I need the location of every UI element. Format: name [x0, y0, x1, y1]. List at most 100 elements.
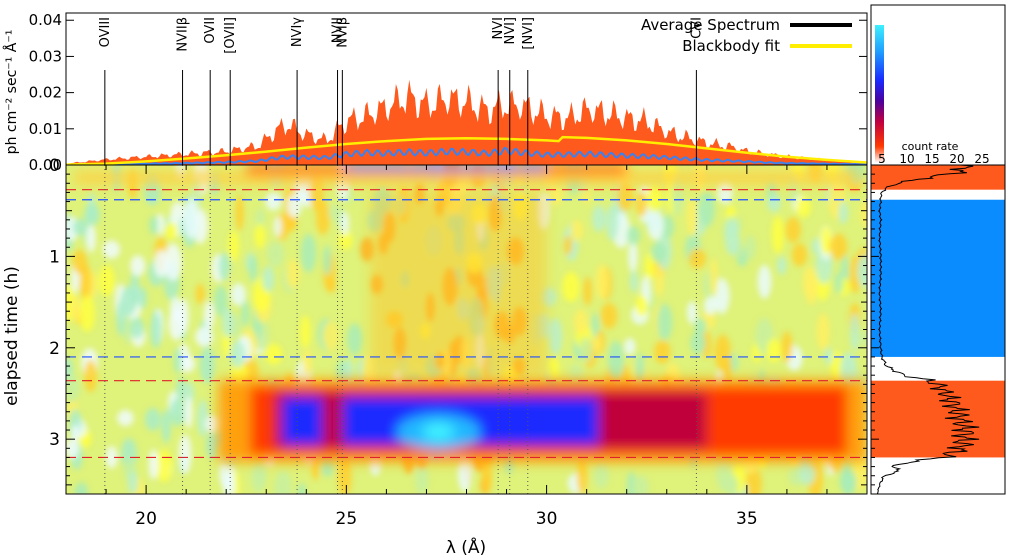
heat-texture-blob — [86, 224, 96, 253]
line-label-3: [OVII] — [223, 17, 238, 54]
heat-texture-blob — [714, 278, 730, 314]
heat-texture-blob — [593, 461, 609, 489]
heat-texture-blob — [579, 336, 593, 363]
spectrum-y-ticks: 0.00 0.01 0.02 0.03 0.04 — [29, 11, 867, 174]
heat-texture-blob — [686, 198, 698, 237]
heat-texture-blob — [628, 239, 638, 273]
heat-texture-blob — [178, 434, 192, 474]
heat-texture-blob — [169, 398, 187, 427]
line-label-6: NVIβ — [335, 17, 350, 48]
x-axis-label: λ (Å) — [446, 536, 486, 558]
heatmap-y-label: elapsed time (h) — [2, 266, 22, 406]
line-label-1: NVIIβ — [176, 17, 191, 52]
heat-texture-blob — [302, 348, 312, 376]
heat-texture-blob — [221, 307, 234, 338]
heat-texture-blob — [838, 201, 849, 224]
heat-texture-blob — [255, 464, 267, 486]
colorbar-tick-4: 25 — [974, 152, 989, 166]
heat-texture-blob — [830, 350, 842, 381]
colorbar — [875, 25, 884, 163]
heat-texture-blob — [799, 462, 816, 486]
x-tick-label-0: 20 — [135, 509, 157, 529]
time-markers — [66, 189, 867, 459]
heat-texture-blob — [724, 219, 740, 256]
x-tick-label-1: 25 — [336, 509, 358, 529]
heat-texture-blob — [130, 317, 144, 339]
heat-texture-blob — [150, 313, 162, 349]
heat-texture-blob — [646, 185, 663, 212]
heat-texture-blob — [694, 317, 707, 335]
colorbar-tick-1: 10 — [899, 152, 914, 166]
heat-texture-blob — [781, 331, 793, 363]
line-label-7: NVI — [491, 17, 506, 39]
heat-texture-blob — [105, 446, 118, 469]
heat-texture-blob — [297, 482, 306, 494]
spectrum-y-label: ph cm⁻² sec⁻¹ Å⁻¹ — [3, 30, 20, 155]
heat-texture-blob — [322, 321, 339, 351]
heat-texture-blob — [130, 255, 146, 277]
heat-texture-blob — [218, 252, 231, 282]
heatmap-line-guides — [104, 165, 697, 494]
line-label-4: NVIγ — [290, 17, 305, 47]
heat-texture-blob — [634, 353, 645, 384]
heat-texture-blob — [690, 331, 706, 355]
heat-texture-blob — [717, 181, 733, 204]
heat-texture-blob — [286, 194, 302, 218]
spec-ytick-label-0: 0.00 — [29, 156, 62, 174]
heat-texture-blob — [84, 359, 98, 393]
lightcurve-ticks — [871, 164, 879, 495]
heat-texture-blob — [816, 313, 830, 350]
heat-texture-blob — [71, 425, 80, 442]
heat-texture-blob — [72, 218, 88, 236]
heat-texture-blob — [548, 318, 563, 355]
heat-texture-blob — [842, 461, 853, 494]
line-label-2: OVII — [203, 17, 218, 44]
line-label-0: OVIII — [98, 17, 113, 47]
heat-texture-blob — [570, 220, 583, 242]
blackbody-fit-line — [66, 135, 867, 165]
heat-texture-blob — [608, 340, 624, 381]
heat-texture-blob — [834, 272, 843, 294]
heat-texture-blob — [66, 438, 79, 459]
heat-texture-blob — [120, 286, 137, 316]
line-label-9: [NVI] — [521, 17, 536, 50]
heat-texture-blob — [213, 285, 228, 316]
heat-texture-blob — [853, 455, 867, 491]
heat-texture-blob — [820, 226, 832, 256]
heat-texture-blob — [745, 466, 762, 494]
heat-texture-blob — [340, 211, 350, 236]
heat-texture-blob — [230, 340, 246, 369]
low-state-spectrum-line — [66, 146, 867, 165]
heat-texture-blob — [595, 264, 609, 300]
heat-texture-blob — [795, 196, 812, 218]
heatmap-panel: 20 25 30 35 0 1 2 3 λ (Å) elapsed time (h) — [2, 156, 868, 558]
spec-ytick-label-1: 0.01 — [29, 120, 62, 138]
lightcurve-bands — [871, 165, 1005, 458]
heat-texture-blob — [671, 176, 683, 216]
line-label-5: NVII — [331, 17, 346, 43]
heat-texture-blob — [199, 347, 215, 384]
lightcurve-panel — [870, 164, 1006, 495]
y-tick-label-0: 0 — [49, 156, 60, 176]
y-tick-label-2: 2 — [49, 339, 60, 359]
heat-texture-blob — [600, 302, 618, 329]
heat-texture-blob — [173, 347, 182, 374]
colorbar-tick-0: 5 — [878, 152, 886, 166]
heat-texture-blob — [635, 191, 648, 217]
heat-texture-blob — [791, 243, 808, 267]
spec-ytick-label-4: 0.04 — [29, 11, 62, 29]
burst-peak — [422, 422, 455, 441]
heat-texture-blob — [127, 471, 139, 494]
heat-texture-blob — [659, 215, 675, 239]
heat-texture-blob — [744, 235, 756, 260]
heat-texture-blob — [222, 474, 236, 494]
colorbar-tick-3: 20 — [949, 152, 964, 166]
heat-texture-blob — [757, 264, 772, 299]
line-label-8: NVI] — [503, 17, 518, 45]
heat-texture-blob — [176, 377, 186, 402]
colorbar-tick-2: 15 — [924, 152, 939, 166]
heat-texture-blob — [228, 230, 240, 262]
heat-texture-blob — [265, 343, 283, 365]
heat-texture-blob — [230, 283, 247, 306]
